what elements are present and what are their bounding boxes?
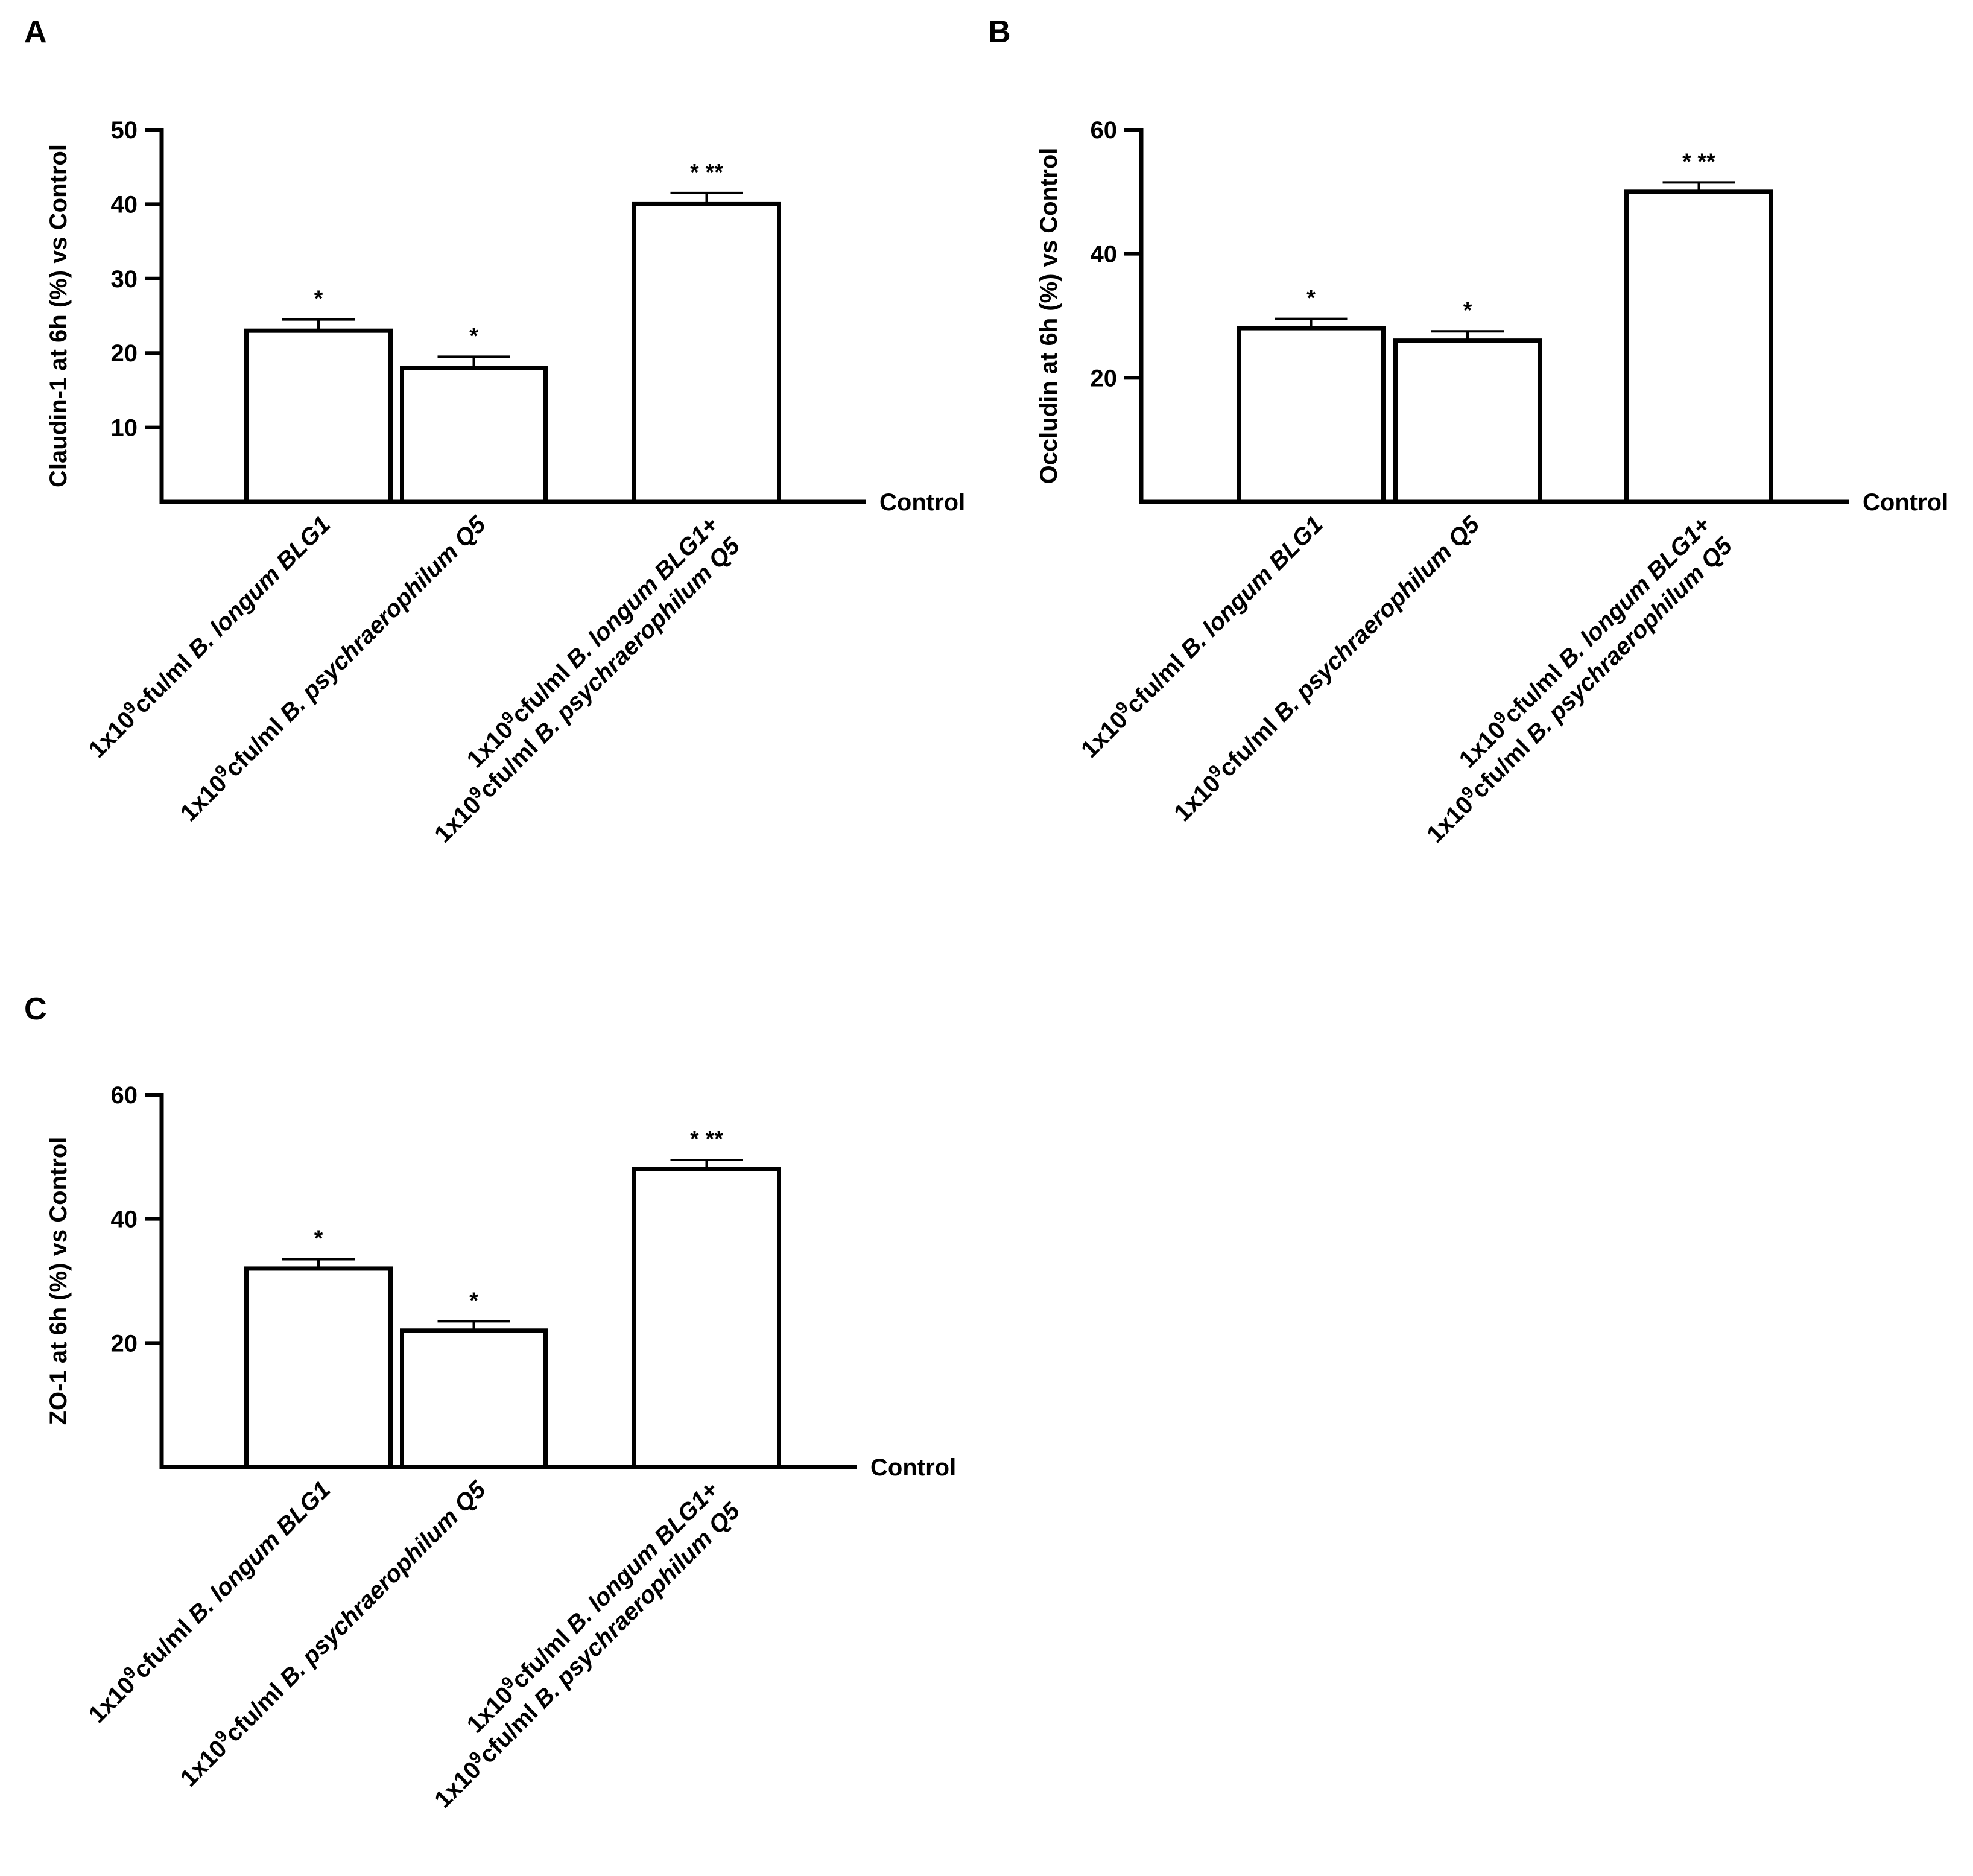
bar xyxy=(1393,338,1542,504)
category-label-part: B. psychraerophilum Q5 xyxy=(1521,532,1738,749)
category-label: 1x109cfu/ml B. longum BLG1 xyxy=(81,1474,336,1728)
bar xyxy=(1237,326,1386,504)
y-tick-label: 40 xyxy=(111,1206,138,1233)
category-label-part: cfu/ml xyxy=(128,645,202,718)
significance-label: * ** xyxy=(690,160,723,185)
y-tick-label: 40 xyxy=(111,191,138,218)
y-axis-title: Claudin-1 at 6h (%) vs Control xyxy=(45,144,72,487)
y-axis-title: ZO-1 at 6h (%) vs Control xyxy=(45,1137,72,1425)
y-tick-label: 60 xyxy=(111,1082,138,1109)
category-label: 1x109cfu/ml B. psychraerophilum Q5 xyxy=(173,509,492,827)
significance-label: * ** xyxy=(690,1127,723,1152)
y-tick-label: 20 xyxy=(111,1330,138,1357)
bar xyxy=(632,201,781,504)
category-label-part: B. longum BLG1 xyxy=(183,1476,336,1629)
category-label-part: B. longum BLG1 xyxy=(1176,511,1328,664)
significance-label: * xyxy=(314,1226,323,1252)
baseline-label: Control xyxy=(879,489,965,516)
bar xyxy=(400,1328,548,1469)
significance-label: * xyxy=(469,323,478,349)
category-label-part: cfu/ml xyxy=(220,708,294,782)
category-label: 1x109cfu/ml B. longum BLG1 xyxy=(81,509,336,763)
category-label-part: cfu/ml xyxy=(1214,708,1287,782)
y-tick-label: 10 xyxy=(111,415,138,442)
bar xyxy=(400,366,548,504)
category-label-part: B. psychraerophilum Q5 xyxy=(529,532,746,749)
bar xyxy=(632,1167,781,1469)
bar xyxy=(244,1266,393,1469)
panel-letter: B xyxy=(988,14,1011,49)
y-tick-label: 30 xyxy=(111,266,138,293)
significance-label: * xyxy=(469,1288,478,1313)
panel-letter: A xyxy=(24,14,47,49)
significance-label: * xyxy=(1463,298,1472,323)
baseline-label: Control xyxy=(1863,489,1948,516)
baseline-label: Control xyxy=(870,1454,956,1481)
y-tick-label: 20 xyxy=(111,340,138,367)
category-label-part: B. psychraerophilum Q5 xyxy=(529,1497,746,1714)
bar xyxy=(1624,189,1773,504)
panel-letter: C xyxy=(24,992,47,1027)
significance-label: * xyxy=(1306,286,1316,311)
chart-panel-c: C 20 40 60 ZO-1 at 6h (%) vs Control Control *… xyxy=(24,992,956,1813)
significance-label: * xyxy=(314,287,323,312)
category-label-part: cfu/ml xyxy=(128,1610,202,1684)
chart-panel-a: A 10 20 30 40 50 Claudin-1 at 6h (%) vs Contro… xyxy=(24,14,965,848)
y-tick-label: 40 xyxy=(1091,241,1118,268)
chart-panel-b: B 20 40 60 Occludin at 6h (%) vs Control Cont… xyxy=(988,14,1948,848)
category-label: 1x109cfu/ml B. psychraerophilum Q5 xyxy=(1167,509,1485,827)
y-tick-label: 50 xyxy=(111,117,138,144)
category-label: 1x109cfu/ml B. psychraerophilum Q5 xyxy=(173,1474,492,1792)
category-label-part: B. longum BLG1 xyxy=(183,511,336,664)
y-axis-title: Occludin at 6h (%) vs Control xyxy=(1036,148,1062,484)
category-label-part: cfu/ml xyxy=(1121,645,1194,718)
category-label-part: cfu/ml xyxy=(220,1673,294,1747)
y-tick-label: 60 xyxy=(1091,117,1118,144)
y-tick-label: 20 xyxy=(1091,365,1118,391)
bar xyxy=(244,328,393,504)
category-label: 1x109cfu/ml B. longum BLG1 xyxy=(1074,509,1328,763)
significance-label: * ** xyxy=(1682,149,1715,174)
